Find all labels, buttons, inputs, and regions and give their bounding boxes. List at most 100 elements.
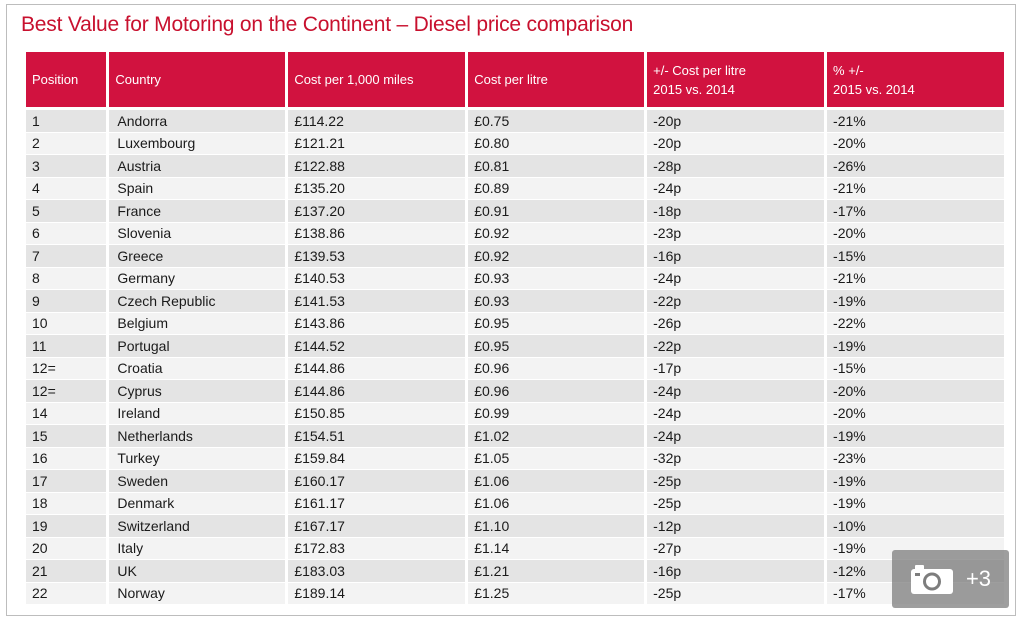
cell-change-cost-per-litre: -25p bbox=[647, 582, 825, 605]
cell-percent-change: -10% bbox=[827, 515, 1004, 538]
cell-cost-per-litre: £0.92 bbox=[468, 245, 645, 268]
cell-cost-per-1000-miles: £160.17 bbox=[288, 470, 466, 493]
cell-cost-per-litre: £1.25 bbox=[468, 582, 645, 605]
cell-cost-per-litre: £1.14 bbox=[468, 537, 645, 560]
figure-title: Best Value for Motoring on the Continent… bbox=[21, 13, 634, 36]
table-row: 1 Andorra £114.22 £0.75 -20p -21% bbox=[26, 110, 1004, 133]
cell-position: 22 bbox=[26, 582, 107, 605]
cell-position: 9 bbox=[26, 290, 107, 313]
cell-cost-per-litre: £0.95 bbox=[468, 335, 645, 358]
table-row: 18 Denmark £161.17 £1.06 -25p -19% bbox=[26, 492, 1004, 515]
header-percent-change: % +/- 2015 vs. 2014 bbox=[827, 52, 1004, 110]
cell-change-cost-per-litre: -26p bbox=[647, 312, 825, 335]
cell-cost-per-litre: £0.95 bbox=[468, 312, 645, 335]
header-change-line1: +/- Cost per litre bbox=[653, 62, 746, 78]
table-row: 22 Norway £189.14 £1.25 -25p -17% bbox=[26, 582, 1004, 605]
diesel-price-table: Position Country Cost per 1,000 miles Co… bbox=[23, 52, 1007, 605]
cell-cost-per-1000-miles: £138.86 bbox=[288, 222, 466, 245]
cell-cost-per-1000-miles: £189.14 bbox=[288, 582, 466, 605]
cell-position: 12= bbox=[26, 357, 107, 380]
cell-position: 1 bbox=[26, 110, 107, 133]
cell-position: 14 bbox=[26, 402, 107, 425]
cell-percent-change: -21% bbox=[827, 267, 1004, 290]
cell-country: Germany bbox=[109, 267, 286, 290]
cell-change-cost-per-litre: -18p bbox=[647, 200, 825, 223]
cell-percent-change: -22% bbox=[827, 312, 1004, 335]
cell-cost-per-1000-miles: £139.53 bbox=[288, 245, 466, 268]
cell-cost-per-1000-miles: £183.03 bbox=[288, 560, 466, 583]
cell-cost-per-litre: £0.96 bbox=[468, 380, 645, 403]
table-header: Position Country Cost per 1,000 miles Co… bbox=[26, 52, 1004, 110]
cell-cost-per-litre: £1.06 bbox=[468, 470, 645, 493]
cell-change-cost-per-litre: -16p bbox=[647, 560, 825, 583]
cell-percent-change: -19% bbox=[827, 470, 1004, 493]
cell-percent-change: -15% bbox=[827, 245, 1004, 268]
cell-position: 6 bbox=[26, 222, 107, 245]
cell-country: Luxembourg bbox=[109, 132, 286, 155]
cell-position: 3 bbox=[26, 155, 107, 178]
cell-country: Czech Republic bbox=[109, 290, 286, 313]
cell-cost-per-litre: £0.91 bbox=[468, 200, 645, 223]
cell-position: 19 bbox=[26, 515, 107, 538]
table-row: 14 Ireland £150.85 £0.99 -24p -20% bbox=[26, 402, 1004, 425]
cell-cost-per-1000-miles: £137.20 bbox=[288, 200, 466, 223]
cell-cost-per-1000-miles: £172.83 bbox=[288, 537, 466, 560]
cell-change-cost-per-litre: -25p bbox=[647, 492, 825, 515]
cell-percent-change: -19% bbox=[827, 290, 1004, 313]
cell-percent-change: -19% bbox=[827, 492, 1004, 515]
cell-country: Slovenia bbox=[109, 222, 286, 245]
cell-change-cost-per-litre: -24p bbox=[647, 177, 825, 200]
header-pct-line2: 2015 vs. 2014 bbox=[833, 81, 915, 97]
cell-country: Croatia bbox=[109, 357, 286, 380]
table-row: 16 Turkey £159.84 £1.05 -32p -23% bbox=[26, 447, 1004, 470]
camera-icon bbox=[910, 563, 954, 595]
cell-change-cost-per-litre: -16p bbox=[647, 245, 825, 268]
table-row: 12= Croatia £144.86 £0.96 -17p -15% bbox=[26, 357, 1004, 380]
cell-percent-change: -17% bbox=[827, 200, 1004, 223]
cell-percent-change: -20% bbox=[827, 402, 1004, 425]
table-body: 1 Andorra £114.22 £0.75 -20p -21% 2 Luxembourg £… bbox=[26, 110, 1004, 605]
photo-gallery-badge[interactable]: +3 bbox=[892, 550, 1009, 608]
cell-country: Denmark bbox=[109, 492, 286, 515]
cell-change-cost-per-litre: -24p bbox=[647, 380, 825, 403]
cell-cost-per-litre: £0.92 bbox=[468, 222, 645, 245]
cell-country: UK bbox=[109, 560, 286, 583]
cell-cost-per-litre: £0.99 bbox=[468, 402, 645, 425]
cell-change-cost-per-litre: -22p bbox=[647, 290, 825, 313]
cell-cost-per-1000-miles: £135.20 bbox=[288, 177, 466, 200]
cell-change-cost-per-litre: -22p bbox=[647, 335, 825, 358]
cell-cost-per-litre: £0.89 bbox=[468, 177, 645, 200]
cell-cost-per-1000-miles: £144.52 bbox=[288, 335, 466, 358]
cell-country: Cyprus bbox=[109, 380, 286, 403]
table-row: 17 Sweden £160.17 £1.06 -25p -19% bbox=[26, 470, 1004, 493]
cell-change-cost-per-litre: -24p bbox=[647, 425, 825, 448]
cell-cost-per-1000-miles: £121.21 bbox=[288, 132, 466, 155]
cell-percent-change: -20% bbox=[827, 380, 1004, 403]
cell-position: 20 bbox=[26, 537, 107, 560]
cell-change-cost-per-litre: -27p bbox=[647, 537, 825, 560]
cell-position: 17 bbox=[26, 470, 107, 493]
cell-cost-per-litre: £0.93 bbox=[468, 267, 645, 290]
cell-position: 2 bbox=[26, 132, 107, 155]
cell-percent-change: -21% bbox=[827, 110, 1004, 133]
cell-cost-per-1000-miles: £144.86 bbox=[288, 357, 466, 380]
photo-count: +3 bbox=[965, 566, 992, 591]
cell-position: 4 bbox=[26, 177, 107, 200]
table-row: 2 Luxembourg £121.21 £0.80 -20p -20% bbox=[26, 132, 1004, 155]
cell-position: 21 bbox=[26, 560, 107, 583]
cell-change-cost-per-litre: -20p bbox=[647, 110, 825, 133]
cell-cost-per-litre: £0.96 bbox=[468, 357, 645, 380]
cell-change-cost-per-litre: -28p bbox=[647, 155, 825, 178]
cell-country: Turkey bbox=[109, 447, 286, 470]
cell-country: Norway bbox=[109, 582, 286, 605]
cell-country: France bbox=[109, 200, 286, 223]
cell-percent-change: -20% bbox=[827, 222, 1004, 245]
cell-cost-per-1000-miles: £140.53 bbox=[288, 267, 466, 290]
table-row: 8 Germany £140.53 £0.93 -24p -21% bbox=[26, 267, 1004, 290]
cell-position: 18 bbox=[26, 492, 107, 515]
cell-position: 16 bbox=[26, 447, 107, 470]
table-row: 3 Austria £122.88 £0.81 -28p -26% bbox=[26, 155, 1004, 178]
cell-cost-per-1000-miles: £114.22 bbox=[288, 110, 466, 133]
cell-country: Belgium bbox=[109, 312, 286, 335]
cell-position: 15 bbox=[26, 425, 107, 448]
